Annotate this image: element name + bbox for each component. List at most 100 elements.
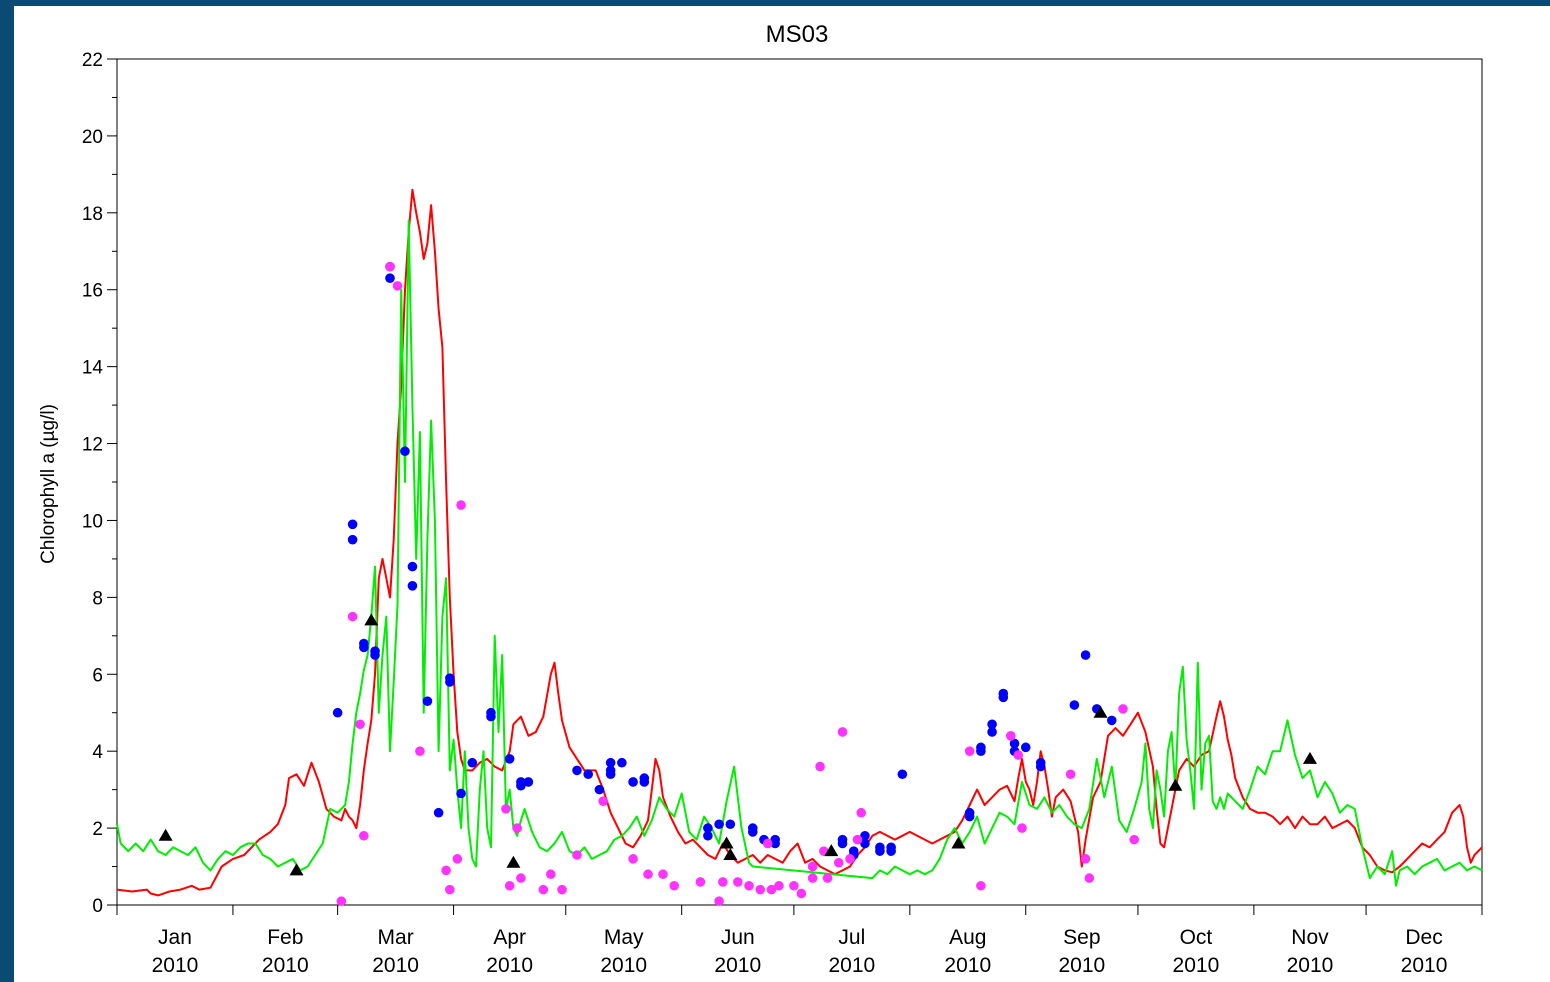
data-point — [1017, 823, 1027, 833]
data-point — [456, 788, 466, 799]
y-tick-label: 8 — [92, 588, 103, 609]
data-point — [347, 519, 358, 530]
x-tick-label-month: Dec — [1405, 926, 1442, 949]
data-point — [744, 880, 754, 891]
data-point-triangle — [719, 836, 734, 849]
data-point — [594, 784, 605, 795]
data-point — [605, 769, 616, 780]
data-point — [669, 880, 680, 891]
data-point-triangle — [289, 863, 304, 876]
data-point — [486, 711, 496, 722]
data-point — [714, 896, 724, 906]
data-point — [523, 777, 534, 787]
data-point — [860, 838, 870, 849]
data-point — [1106, 715, 1117, 726]
data-point-triangle — [1302, 751, 1317, 764]
data-point — [658, 869, 668, 880]
data-point — [822, 873, 833, 883]
data-point — [976, 880, 986, 891]
y-tick-label: 4 — [92, 742, 103, 763]
data-point — [598, 796, 608, 806]
data-point — [359, 830, 369, 841]
data-point — [605, 757, 616, 768]
data-point — [964, 746, 975, 756]
x-tick-label-month: Nov — [1291, 926, 1329, 949]
chart-svg: MS03 Chlorophyll a (µg/l) 0 2 4 6 8 10 12 14 16 1… — [38, 21, 1483, 977]
data-point — [897, 769, 908, 780]
data-point — [385, 261, 395, 272]
x-tick-label-year: 2010 — [372, 954, 419, 977]
data-point — [837, 838, 848, 849]
series-layer — [116, 188, 1483, 906]
x-axis: Jan 2010 Feb 2010 Mar 2010 Apr 2010 May 2010 Jun 20… — [116, 905, 1483, 977]
data-point — [774, 880, 784, 891]
data-point — [1118, 704, 1128, 714]
x-tick-label-month: Jan — [158, 926, 192, 949]
data-point — [815, 761, 825, 772]
data-point — [572, 765, 582, 776]
data-point — [766, 884, 777, 895]
data-point — [807, 873, 818, 883]
x-tick-label-year: 2010 — [1058, 954, 1105, 977]
data-point — [504, 754, 515, 764]
y-axis-label: Chlorophyll a (µg/l) — [38, 404, 59, 564]
data-point — [546, 869, 556, 880]
data-point — [370, 650, 380, 660]
data-point — [643, 869, 653, 880]
data-point — [445, 677, 455, 687]
data-point — [1013, 750, 1024, 760]
data-point — [538, 884, 549, 895]
data-point — [392, 281, 403, 291]
data-point — [714, 819, 724, 830]
data-point — [1035, 761, 1046, 772]
data-point — [400, 446, 410, 457]
data-point — [415, 746, 425, 756]
plot-area — [116, 58, 1483, 906]
data-point — [796, 888, 807, 899]
data-point — [407, 561, 418, 572]
data-point — [1080, 650, 1091, 660]
y-axis: 0 2 4 6 8 10 12 14 16 18 20 22 — [82, 50, 117, 917]
y-tick-label: 16 — [82, 281, 103, 302]
data-point — [718, 877, 728, 887]
y-tick-label: 6 — [92, 665, 103, 686]
data-point — [875, 846, 885, 856]
data-point — [807, 861, 818, 872]
y-tick-label: 2 — [92, 819, 103, 840]
data-point — [762, 838, 773, 849]
data-point — [557, 884, 567, 895]
data-point — [1065, 769, 1076, 780]
chart-panel: MS03 Chlorophyll a (µg/l) 0 2 4 6 8 10 12 14 16 1… — [14, 6, 1550, 982]
data-point — [732, 877, 743, 887]
x-tick-label-year: 2010 — [486, 954, 533, 977]
y-tick-label: 12 — [82, 435, 103, 456]
data-point — [886, 846, 896, 856]
data-point — [1129, 834, 1140, 845]
data-point — [501, 804, 511, 814]
data-point-triangle — [1168, 778, 1183, 791]
data-point — [512, 823, 522, 833]
x-tick-label-year: 2010 — [600, 954, 647, 977]
data-point-triangle — [723, 848, 738, 861]
x-tick-label-month: Sep — [1063, 926, 1100, 949]
data-point — [433, 807, 444, 818]
data-point — [583, 769, 594, 780]
data-point — [336, 896, 347, 906]
data-point — [467, 757, 478, 768]
data-point — [452, 854, 463, 864]
y-tick-label: 0 — [92, 896, 103, 917]
x-tick-label-month: Aug — [949, 926, 986, 949]
data-point — [1020, 742, 1031, 753]
data-point — [852, 834, 863, 845]
data-point — [407, 581, 418, 591]
data-point — [347, 611, 358, 622]
data-point — [789, 880, 799, 891]
data-point — [385, 273, 395, 283]
data-point — [456, 500, 466, 510]
data-point — [833, 857, 844, 868]
data-point — [1084, 873, 1095, 883]
x-tick-label-year: 2010 — [262, 954, 309, 977]
data-point — [837, 727, 848, 737]
data-point — [1080, 854, 1091, 864]
data-point — [628, 854, 638, 864]
